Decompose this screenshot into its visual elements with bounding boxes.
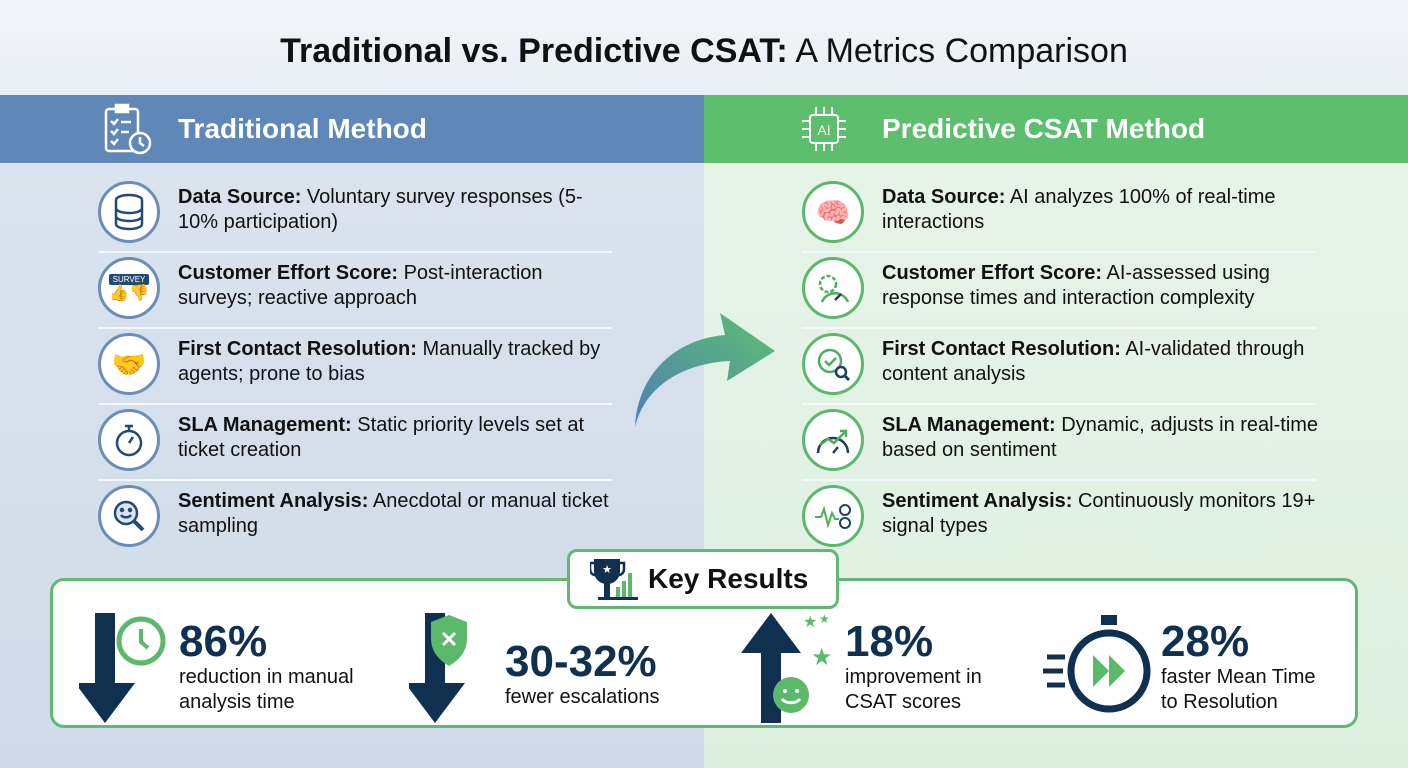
stat-value: 28%: [1161, 617, 1250, 666]
check-magnifier-icon: [802, 333, 864, 395]
predictive-row-first-contact: First Contact Resolution: AI-validated t…: [802, 329, 1316, 405]
predictive-row-sentiment: Sentiment Analysis: Continuously monitor…: [802, 481, 1316, 551]
row-text: Manually tracked by agents; prone to bia…: [178, 338, 601, 385]
row-text: AI-assessed using response times and int…: [882, 262, 1270, 309]
row-label: SLA Management:: [178, 414, 352, 436]
stat-label: improvement in: [845, 666, 982, 688]
trophy-chart-icon: ★: [590, 559, 638, 600]
stat-value: 30-32%: [505, 637, 657, 686]
stat-label: reduction in manual: [179, 666, 354, 688]
svg-text:★: ★: [819, 613, 830, 626]
traditional-header: Traditional Method: [0, 95, 704, 163]
key-results-panel: 86% reduction in manual analysis time 30…: [50, 578, 1358, 728]
row-text: AI analyzes 100% of real-time interactio…: [882, 186, 1276, 233]
predictive-header: AI Predictive CSAT Method: [704, 95, 1408, 163]
title-rest: A Metrics Comparison: [787, 32, 1128, 70]
stat-label: analysis time: [179, 691, 295, 713]
predictive-row-data-source: 🧠 Data Source: AI analyzes 100% of real-…: [802, 177, 1316, 253]
row-text: Dynamic, adjusts in real-time based on s…: [882, 414, 1319, 461]
predictive-row-sla: SLA Management: Dynamic, adjusts in real…: [802, 405, 1319, 481]
row-label: SLA Management:: [882, 414, 1056, 436]
down-arrow-shield-icon: [409, 613, 467, 723]
survey-icon-text: SURVEY: [109, 273, 149, 285]
row-text: Anecdotal or manual ticket sampling: [178, 490, 609, 537]
row-text: Continuously monitors 19+ signal types: [882, 490, 1316, 537]
page-title: Traditional vs. Predictive CSAT: A Metri…: [0, 32, 1408, 71]
row-label: First Contact Resolution:: [178, 338, 417, 360]
up-arrow-smile-stars-icon: ★ ★★: [741, 613, 833, 723]
stopwatch-fast-forward-icon: [1043, 615, 1151, 713]
row-text: Post-interaction surveys; reactive appro…: [178, 262, 543, 309]
title-bar: [0, 0, 1408, 95]
svg-text:★: ★: [811, 644, 833, 671]
divider: [98, 479, 612, 481]
row-text: AI-validated through content analysis: [882, 338, 1305, 385]
stopwatch-icon: [98, 409, 160, 471]
stat-label: CSAT scores: [845, 691, 961, 713]
title-bold: Traditional vs. Predictive CSAT:: [280, 32, 788, 70]
brain-network-icon: 🧠: [802, 181, 864, 243]
row-text: Static priority levels set at ticket cre…: [178, 414, 585, 461]
divider: [802, 251, 1316, 253]
transition-arrow-icon: [635, 313, 775, 427]
divider: [802, 327, 1316, 329]
traditional-row-first-contact: 🤝 First Contact Resolution: Manually tra…: [98, 329, 612, 405]
stat-label: faster Mean Time: [1161, 666, 1316, 688]
divider: [98, 251, 612, 253]
down-arrow-clock-icon: [79, 613, 166, 723]
ai-chip-text: AI: [817, 122, 830, 138]
traditional-title: Traditional Method: [178, 113, 427, 144]
svg-text:★: ★: [602, 564, 612, 576]
predictive-row-customer-effort: Customer Effort Score: AI-assessed using…: [802, 253, 1316, 329]
handshake-icon: 🤝: [98, 333, 160, 395]
divider: [802, 403, 1316, 405]
gauge-trend-icon: [802, 409, 864, 471]
key-results-label: ★ Key Results: [567, 549, 839, 609]
key-results-title: Key Results: [648, 563, 809, 594]
divider: [802, 479, 1316, 481]
row-label: Sentiment Analysis:: [178, 490, 369, 512]
row-label: Customer Effort Score:: [882, 262, 1103, 284]
row-label: First Contact Resolution:: [882, 338, 1121, 360]
traditional-row-sentiment: Sentiment Analysis: Anecdotal or manual …: [98, 481, 612, 551]
stat-label: to Resolution: [1161, 691, 1278, 713]
magnifier-smile-icon: [98, 485, 160, 547]
row-text: Voluntary survey responses (5-10% partic…: [178, 186, 583, 233]
divider: [98, 327, 612, 329]
traditional-row-sla: SLA Management: Static priority levels s…: [98, 405, 612, 481]
stat-value: 86%: [179, 617, 268, 666]
row-label: Sentiment Analysis:: [882, 490, 1073, 512]
row-label: Customer Effort Score:: [178, 262, 399, 284]
stat-value: 18%: [845, 617, 934, 666]
svg-text:★: ★: [803, 614, 817, 631]
waveform-icon: [802, 485, 864, 547]
survey-thumbs-icon: SURVEY 👍👎: [98, 257, 160, 319]
traditional-row-customer-effort: SURVEY 👍👎 Customer Effort Score: Post-int…: [98, 253, 612, 329]
row-label: Data Source:: [178, 186, 302, 208]
ai-chip-icon: AI: [796, 101, 852, 157]
gear-gauge-icon: [802, 257, 864, 319]
clipboard-clock-icon: [100, 101, 156, 157]
database-icon: [98, 181, 160, 243]
predictive-title: Predictive CSAT Method: [882, 113, 1206, 144]
divider: [98, 403, 612, 405]
row-label: Data Source:: [882, 186, 1006, 208]
stat-label: fewer escalations: [505, 686, 660, 708]
traditional-row-data-source: Data Source: Voluntary survey responses …: [98, 177, 612, 253]
